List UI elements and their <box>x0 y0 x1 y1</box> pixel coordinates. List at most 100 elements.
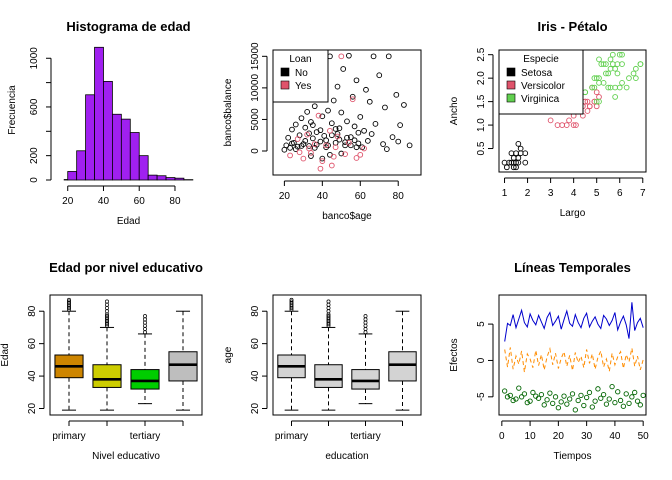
point-loan-no <box>351 123 358 130</box>
point-loan-yes <box>287 152 293 159</box>
point-loan-no <box>353 77 360 84</box>
outlier-point <box>143 314 147 319</box>
point-versicolor <box>563 122 570 128</box>
legend-label: Versicolor <box>521 81 566 92</box>
point-loan-no <box>393 91 400 98</box>
point-loan-no <box>349 93 356 100</box>
point-loan-yes <box>332 144 339 151</box>
series-point <box>595 386 601 392</box>
series-point <box>547 390 553 396</box>
point-virginica <box>623 84 630 91</box>
legend-title: Loan <box>289 54 311 65</box>
legend-swatch <box>506 93 516 103</box>
point-loan-yes <box>311 141 318 147</box>
point-virginica <box>612 84 618 91</box>
plot-frame <box>272 49 422 176</box>
hist-bar <box>112 113 122 181</box>
point-setosa <box>517 150 524 157</box>
x-axis-label: Tiempos <box>554 451 592 462</box>
point-loan-no <box>319 113 326 120</box>
legend-title: Especie <box>523 54 559 65</box>
legend-label: Virginica <box>521 94 560 105</box>
x-tick-label: 50 <box>638 431 650 442</box>
box-iqr <box>92 364 122 388</box>
x-tick-label: 60 <box>134 196 146 207</box>
x-tick-label: primary <box>52 431 85 442</box>
point-virginica <box>612 94 618 100</box>
box-secondary <box>314 299 343 411</box>
hist-bar <box>138 155 149 181</box>
point-loan-no <box>338 109 345 116</box>
series-point <box>583 394 590 401</box>
y-tick-label: 0 <box>29 177 40 183</box>
y-tick-label: 2.5 <box>476 47 487 61</box>
y-tick-label: 0.5 <box>476 141 487 155</box>
x-tick-label: 60 <box>355 191 367 202</box>
point-virginica <box>603 70 609 77</box>
point-loan-yes <box>349 96 356 103</box>
point-virginica <box>607 56 614 63</box>
point-loan-no <box>383 146 390 152</box>
point-loan-no <box>340 66 347 72</box>
y-axis-label: age <box>223 346 234 363</box>
point-loan-no <box>330 97 337 104</box>
point-virginica <box>596 98 602 105</box>
line-temporales: 0 10 20 30 40 50 -5 0 5 Líneas Temporales Tiempos E… <box>449 260 649 462</box>
series-point <box>589 404 595 410</box>
series-point <box>598 395 604 401</box>
chart-title: Edad por nivel educativo <box>49 260 203 275</box>
hist-bar <box>103 80 113 181</box>
box-iqr <box>130 369 160 390</box>
series-point <box>558 399 564 405</box>
y-tick-label: 5 <box>476 321 487 327</box>
point-loan-no <box>308 153 314 159</box>
series-point <box>617 397 624 404</box>
outlier-point <box>105 309 109 314</box>
point-loan-no <box>298 115 305 122</box>
point-setosa <box>501 159 508 166</box>
point-virginica <box>609 61 616 67</box>
chart-title: Histograma de edad <box>66 19 190 34</box>
scatter-iris-petal: Especie Setosa Versicolor Virginica 1 2 3 4 5 6 7 0… <box>449 19 647 219</box>
point-loan-no <box>351 137 358 144</box>
series-point <box>606 396 612 402</box>
boxplot-edad-nivel: primary tertiary 20 40 60 80 Edad por nivel ed… <box>0 260 203 462</box>
legend-label: No <box>295 68 308 79</box>
point-loan-yes <box>361 145 367 152</box>
y-tick-label: 5000 <box>250 108 261 131</box>
point-loan-no <box>406 142 413 149</box>
point-loan-yes <box>323 142 329 149</box>
series-point <box>507 392 513 399</box>
outlier-point <box>67 297 71 302</box>
outlier-point <box>363 327 368 332</box>
plot-frame <box>49 294 203 416</box>
outlier-point <box>143 317 147 322</box>
box-iqr <box>168 351 198 382</box>
legend-label: Setosa <box>521 68 553 79</box>
x-tick-label: 6 <box>617 188 623 199</box>
point-virginica <box>616 51 623 58</box>
point-loan-no <box>317 127 324 134</box>
series-point <box>510 397 516 404</box>
outlier-point <box>326 309 331 314</box>
point-setosa <box>513 150 519 157</box>
y-tick-label: 40 <box>27 370 38 382</box>
y-axis-label: Frecuencia <box>7 85 18 135</box>
hist-bar <box>94 46 104 181</box>
point-loan-no <box>285 134 292 141</box>
point-loan-no <box>304 109 311 115</box>
x-tick-label: 2 <box>525 188 531 199</box>
series-point <box>626 400 632 407</box>
point-virginica <box>605 84 612 91</box>
outlier-point <box>143 320 147 325</box>
series-point <box>561 393 567 399</box>
series-point <box>632 389 638 396</box>
outlier-point <box>326 299 331 304</box>
y-tick-label: 0 <box>476 357 487 363</box>
y-tick-label: 15000 <box>250 42 261 70</box>
point-virginica <box>633 65 639 72</box>
legend-label: Yes <box>295 81 311 92</box>
point-loan-no <box>389 134 396 140</box>
point-virginica <box>614 61 621 67</box>
x-tick-label: 80 <box>393 191 405 202</box>
